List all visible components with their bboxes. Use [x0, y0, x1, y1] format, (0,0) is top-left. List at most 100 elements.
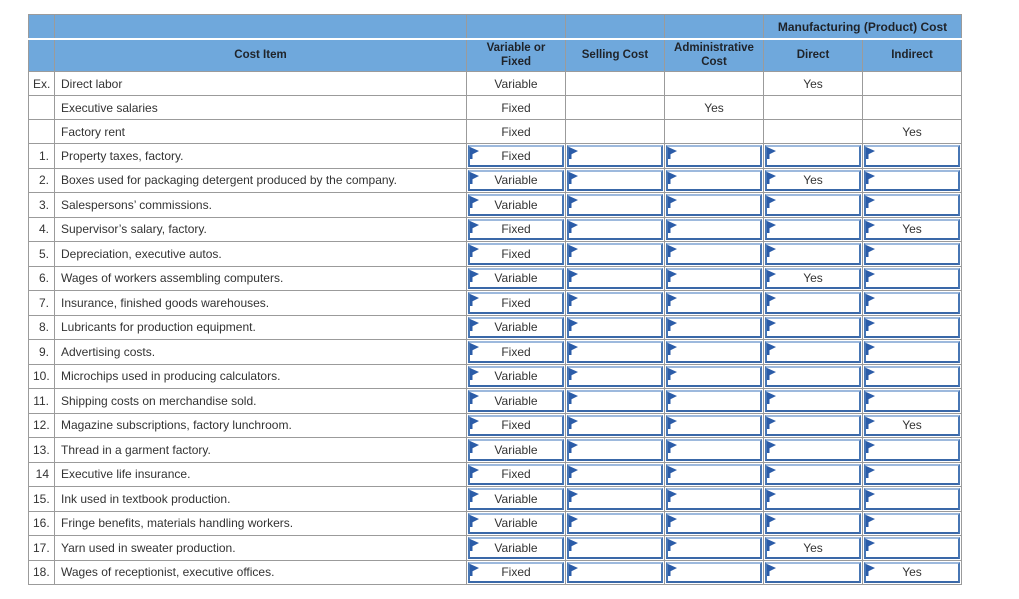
answer-dropdown-box[interactable]: Yes [765, 537, 861, 559]
answer-dropdown-box[interactable] [864, 512, 961, 534]
answer-dropdown-box[interactable] [864, 463, 961, 485]
answer-dropdown-box[interactable] [765, 292, 861, 314]
answer-dropdown-box[interactable]: Fixed [468, 243, 564, 265]
answer-dropdown-box[interactable]: Yes [765, 267, 861, 289]
answer-dropdown-box[interactable] [765, 463, 861, 485]
answer-dropdown-box[interactable]: Variable [468, 365, 564, 387]
answer-dropdown-box[interactable]: Fixed [468, 561, 564, 583]
answer-dropdown-box[interactable] [666, 194, 762, 216]
indirect-cell: Yes [861, 412, 963, 438]
answer-dropdown-box[interactable] [666, 145, 762, 167]
answer-dropdown-box[interactable] [765, 512, 861, 534]
answer-dropdown-box[interactable] [567, 439, 663, 461]
answer-dropdown-box[interactable] [567, 537, 663, 559]
answer-dropdown-box[interactable] [765, 145, 861, 167]
answer-dropdown-box[interactable] [666, 439, 762, 461]
answer-dropdown-box[interactable] [666, 488, 762, 510]
answer-dropdown-box[interactable]: Fixed [468, 145, 564, 167]
answer-dropdown-box[interactable] [666, 561, 762, 583]
answer-dropdown-box[interactable] [864, 316, 961, 338]
answer-dropdown-box[interactable] [864, 292, 961, 314]
table-row: 15. Ink used in textbook production. Varia… [28, 486, 963, 512]
dropdown-flag-icon [569, 416, 579, 429]
answer-dropdown-box[interactable] [864, 243, 961, 265]
answer-dropdown-box[interactable] [666, 537, 762, 559]
answer-dropdown-box[interactable] [864, 267, 961, 289]
answer-dropdown-box[interactable]: Fixed [468, 414, 564, 436]
answer-dropdown-box[interactable] [666, 316, 762, 338]
answer-dropdown-box[interactable]: Fixed [468, 463, 564, 485]
answer-dropdown-box[interactable] [765, 194, 861, 216]
answer-dropdown-box[interactable]: Yes [765, 169, 861, 191]
answer-dropdown-box[interactable] [567, 561, 663, 583]
cost-item-cell: Wages of receptionist, executive offices… [54, 559, 467, 585]
answer-dropdown-box[interactable] [765, 243, 861, 265]
answer-dropdown-box[interactable] [765, 316, 861, 338]
answer-dropdown-box[interactable]: Variable [468, 267, 564, 289]
direct-cell [763, 388, 863, 414]
answer-dropdown-box[interactable] [864, 194, 961, 216]
answer-dropdown-box[interactable] [864, 439, 961, 461]
answer-dropdown-box[interactable]: Variable [468, 512, 564, 534]
answer-dropdown-box[interactable] [567, 463, 663, 485]
answer-dropdown-box[interactable] [666, 292, 762, 314]
answer-dropdown-box[interactable] [567, 316, 663, 338]
answer-dropdown-box[interactable] [567, 243, 663, 265]
answer-dropdown-box[interactable] [666, 267, 762, 289]
answer-dropdown-box[interactable]: Fixed [468, 341, 564, 363]
answer-dropdown-box[interactable] [666, 365, 762, 387]
answer-dropdown-box[interactable] [567, 218, 663, 240]
column-header-indirect: Indirect [861, 38, 963, 72]
answer-dropdown-box[interactable] [765, 218, 861, 240]
answer-dropdown-box[interactable] [666, 512, 762, 534]
answer-dropdown-box[interactable] [765, 341, 861, 363]
answer-dropdown-box[interactable] [567, 194, 663, 216]
answer-dropdown-box[interactable]: Variable [468, 316, 564, 338]
answer-dropdown-box[interactable]: Fixed [468, 218, 564, 240]
answer-dropdown-box[interactable]: Yes [864, 561, 961, 583]
answer-dropdown-box[interactable] [666, 243, 762, 265]
answer-dropdown-box[interactable] [567, 169, 663, 191]
answer-dropdown-box[interactable] [666, 341, 762, 363]
answer-dropdown-box[interactable] [666, 390, 762, 412]
answer-dropdown-box[interactable] [567, 292, 663, 314]
answer-dropdown-box[interactable]: Variable [468, 390, 564, 412]
answer-dropdown-box[interactable] [666, 463, 762, 485]
answer-dropdown-box[interactable] [567, 267, 663, 289]
answer-dropdown-box[interactable]: Yes [864, 414, 961, 436]
answer-dropdown-box[interactable] [864, 145, 961, 167]
answer-dropdown-box[interactable] [765, 365, 861, 387]
answer-dropdown-box[interactable] [567, 390, 663, 412]
answer-dropdown-box[interactable]: Variable [468, 194, 564, 216]
answer-dropdown-box[interactable] [765, 561, 861, 583]
answer-dropdown-box[interactable] [864, 488, 961, 510]
dropdown-flag-icon [470, 294, 480, 306]
answer-dropdown-box[interactable] [864, 169, 961, 191]
answer-dropdown-box[interactable] [666, 414, 762, 436]
answer-dropdown-box[interactable] [765, 439, 861, 461]
answer-dropdown-box[interactable] [864, 365, 961, 387]
answer-dropdown-box[interactable] [864, 390, 961, 412]
answer-dropdown-box[interactable]: Variable [468, 488, 564, 510]
answer-dropdown-box[interactable] [666, 169, 762, 191]
answer-dropdown-box[interactable] [765, 488, 861, 510]
dropdown-flag-icon [866, 539, 876, 551]
answer-dropdown-box[interactable] [666, 218, 762, 240]
answer-dropdown-box[interactable] [567, 488, 663, 510]
answer-dropdown-box[interactable] [864, 341, 961, 363]
answer-dropdown-box[interactable] [567, 512, 663, 534]
answer-dropdown-box[interactable]: Fixed [468, 292, 564, 314]
answer-dropdown-box[interactable] [567, 365, 663, 387]
answer-dropdown-box[interactable] [864, 537, 961, 559]
answer-dropdown-box[interactable]: Variable [468, 439, 564, 461]
answer-dropdown-box[interactable]: Yes [864, 218, 961, 240]
answer-dropdown-box[interactable] [765, 414, 861, 436]
answer-dropdown-box[interactable] [567, 145, 663, 167]
selling-cost-cell [565, 388, 665, 414]
answer-dropdown-box[interactable] [567, 341, 663, 363]
answer-dropdown-box[interactable] [765, 390, 861, 412]
answer-dropdown-box[interactable]: Variable [468, 537, 564, 559]
answer-dropdown-box[interactable] [567, 414, 663, 436]
indirect-cell: Yes [861, 119, 963, 144]
answer-dropdown-box[interactable]: Variable [468, 169, 564, 191]
